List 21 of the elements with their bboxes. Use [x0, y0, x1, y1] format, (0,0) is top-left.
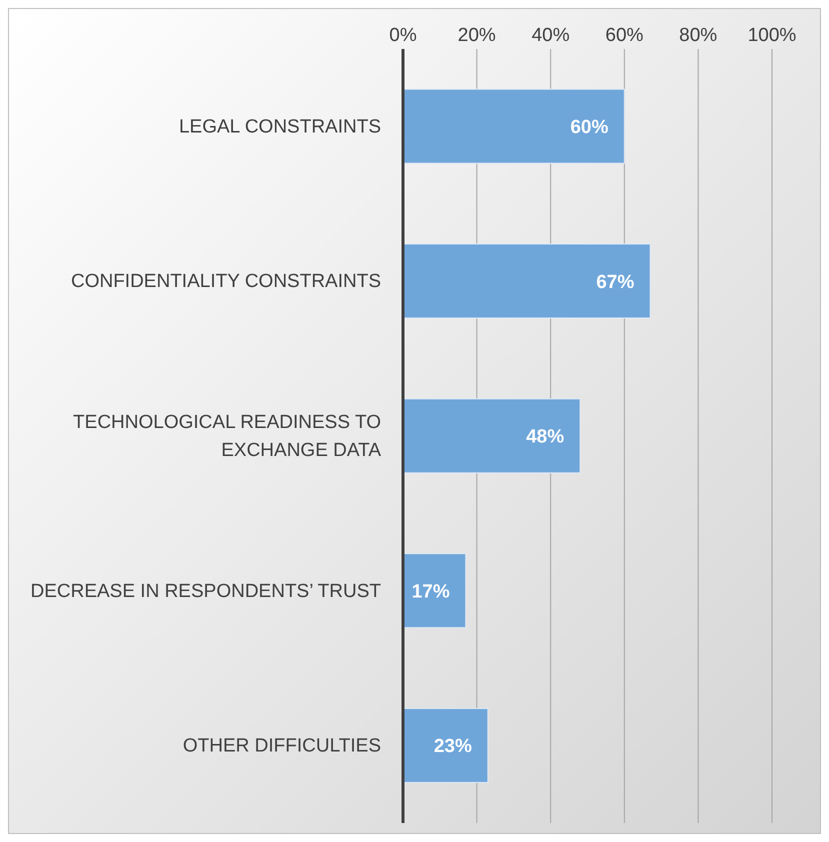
- x-tick-label: 60%: [605, 25, 644, 46]
- data-label: 60%: [570, 116, 609, 138]
- bar: [403, 708, 488, 783]
- x-tick-label: 80%: [679, 25, 718, 46]
- data-label: 17%: [412, 581, 450, 602]
- data-label: 23%: [434, 736, 472, 758]
- y-tick-label: LEGAL CONSTRAINTS: [178, 116, 381, 137]
- y-tick-label: DECREASE IN RESPONDENTS’ TRUST: [30, 580, 382, 602]
- x-tick-label: 20%: [458, 25, 496, 46]
- y-tick-label: OTHER DIFFICULTIES: [182, 735, 381, 756]
- data-label: 48%: [526, 426, 564, 448]
- x-tick-label: 0%: [389, 25, 417, 46]
- data-label: 67%: [596, 272, 634, 293]
- x-tick-label: 100%: [748, 25, 796, 46]
- bar: [403, 88, 625, 164]
- x-tick-label: 40%: [532, 25, 570, 46]
- bar: [403, 553, 466, 628]
- y-tick-label: CONFIDENTIALITY CONSTRAINTS: [70, 270, 381, 292]
- bar: [403, 398, 581, 474]
- y-tick-label: TECHNOLOGICAL READINESS TO EXCHANGE DATA: [73, 412, 382, 460]
- bar: [403, 244, 651, 319]
